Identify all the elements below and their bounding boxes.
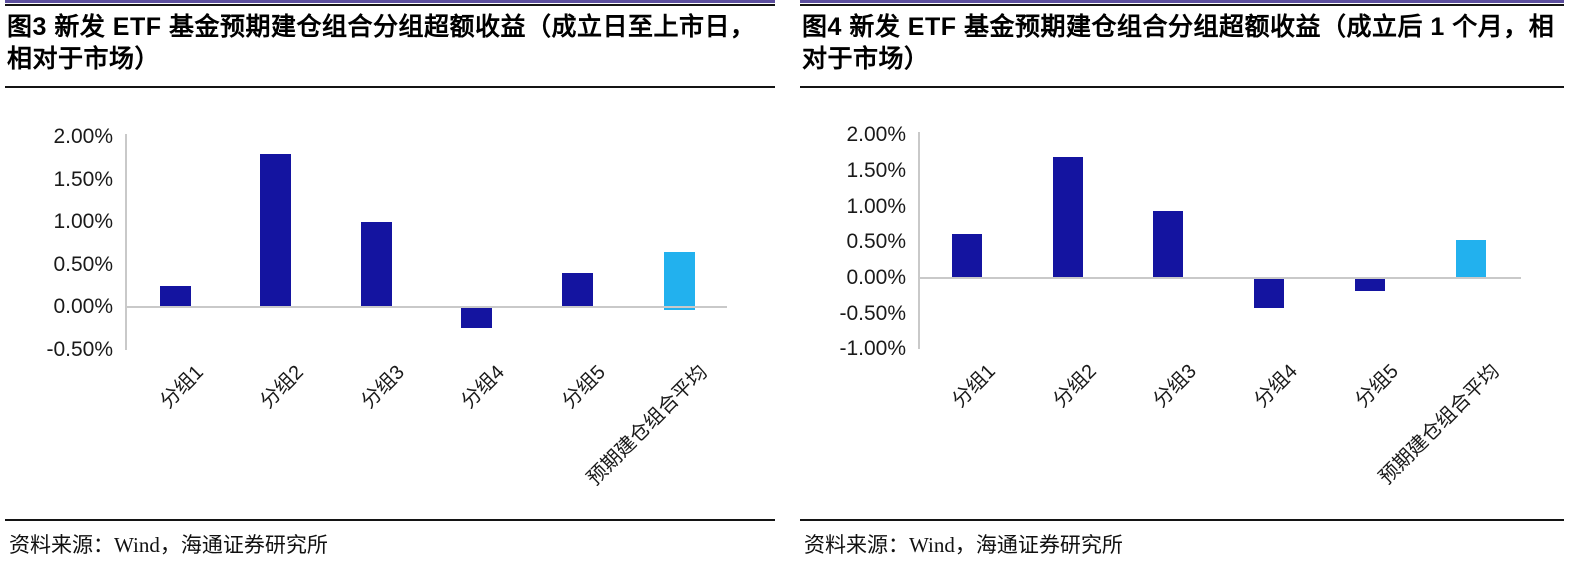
top-border-black [800,4,1564,6]
figure4-bar-chart: 2.00% 1.50% 1.00% 0.50% 0.00% -0.50% -1.00% 分组1… [800,0,1564,515]
bar-分组3 [360,222,392,307]
x-category-label: 分组4 [1250,360,1302,412]
x-category-label: 分组3 [357,361,409,413]
y-tick-label: 1.50% [53,167,113,191]
bar-分组4 [1254,278,1284,308]
figure3-title-divider [5,86,775,88]
bar-分组4 [460,307,492,329]
y-tick-label: 1.00% [53,210,113,233]
figure3-bar-chart: 2.00% 1.50% 1.00% 0.50% 0.00% -0.50% 分组1 分组2 分组3… [5,0,775,515]
zero-baseline [125,306,727,308]
bar-分组5 [561,273,593,307]
top-border-purple [800,0,1564,3]
y-tick-label: 1.50% [846,159,906,183]
bar-分组1 [159,285,191,307]
figure4-source-divider [800,519,1564,521]
figure3-title: 图3 新发 ETF 基金预期建仓组合分组超额收益（成立日至上市日，相对于市场） [7,13,756,73]
figure4-title: 图4 新发 ETF 基金预期建仓组合分组超额收益（成立后 1 个月，相对于市场） [802,13,1555,73]
y-axis-line [918,132,920,349]
y-tick-label: -0.50% [839,301,906,325]
bar-分组2 [1053,156,1083,278]
x-category-label: 分组2 [256,361,308,413]
figure4-title-divider [800,86,1564,88]
y-tick-label: -1.00% [839,337,906,361]
y-tick-label: 2.00% [846,123,906,147]
x-category-label: 分组5 [1351,360,1403,412]
y-tick-label: -0.50% [46,337,113,361]
figure3-source-note: 资料来源：Wind，海通证券研究所 [9,533,328,557]
figure4-panel: 图4 新发 ETF 基金预期建仓组合分组超额收益（成立后 1 个月，相对于市场）… [800,0,1564,575]
bar-预期建仓组合平均 [663,251,695,311]
y-tick-label: 0.50% [846,230,906,254]
x-category-label: 分组1 [948,360,1000,412]
y-tick-label: 0.50% [53,252,113,276]
x-category-label: 分组4 [457,361,509,413]
bar-分组2 [259,154,291,307]
x-category-label: 分组2 [1049,360,1101,412]
top-border-purple [5,0,775,3]
figure3-source-divider [5,519,775,521]
bar-分组3 [1153,210,1183,278]
x-category-label: 分组3 [1149,360,1201,412]
y-axis-line [125,134,127,350]
figure4-source-note: 资料来源：Wind，海通证券研究所 [804,533,1123,557]
y-tick-label: 0.00% [53,295,113,318]
figure3-panel: 图3 新发 ETF 基金预期建仓组合分组超额收益（成立日至上市日，相对于市场） … [5,0,775,575]
y-tick-label: 0.00% [846,266,906,289]
top-border-black [5,4,775,6]
y-tick-label: 1.00% [846,194,906,218]
bar-预期建仓组合平均 [1456,240,1486,278]
x-category-label: 分组5 [558,361,610,413]
x-category-label: 分组1 [156,361,208,413]
bar-分组5 [1355,278,1385,291]
y-tick-label: 2.00% [53,125,113,148]
zero-baseline [918,277,1521,279]
bar-分组1 [952,233,982,278]
